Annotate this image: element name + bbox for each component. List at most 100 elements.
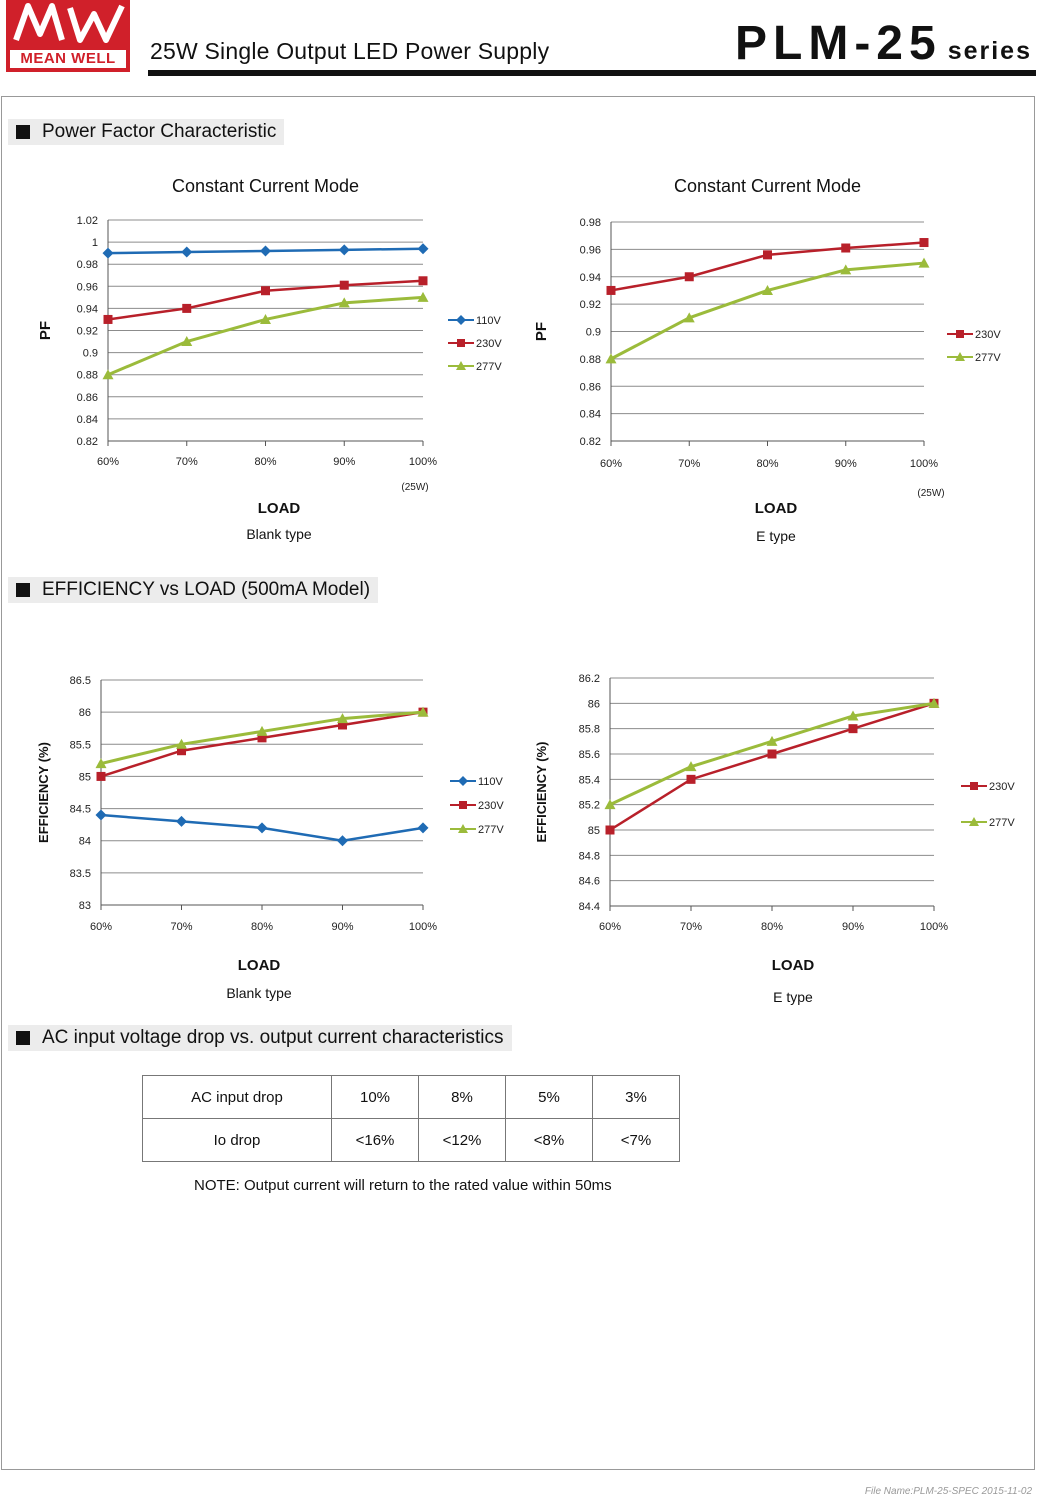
table-cell: 3% xyxy=(592,1075,680,1119)
data-point-diamond xyxy=(417,243,429,255)
series-line-277V xyxy=(107,295,424,377)
x-tick-label: 80% xyxy=(254,456,276,468)
data-point-square xyxy=(970,782,978,790)
y-tick-label: 83 xyxy=(79,900,91,912)
data-point-square xyxy=(457,339,465,347)
series-line-230V xyxy=(609,702,935,832)
data-point-diamond xyxy=(260,245,271,257)
y-axis-label: PF xyxy=(533,322,550,341)
x-tick-label: 60% xyxy=(97,456,119,468)
y-tick-label: 0.96 xyxy=(580,244,601,256)
data-point-diamond xyxy=(338,244,350,256)
legend-label: 110V xyxy=(478,776,504,788)
data-point-triangle xyxy=(762,284,773,295)
y-tick-label: 0.98 xyxy=(77,259,98,271)
y-tick-label: 0.84 xyxy=(580,409,601,421)
y-tick-label: 86.2 xyxy=(579,673,600,685)
y-tick-label: 0.94 xyxy=(580,272,601,284)
data-point-triangle xyxy=(176,738,187,749)
table-cell: <12% xyxy=(418,1118,506,1162)
x-tick-label: 90% xyxy=(331,921,353,933)
x-tick-label: 80% xyxy=(761,921,783,933)
y-tick-label: 0.98 xyxy=(580,217,601,229)
data-point-triangle xyxy=(955,352,965,361)
data-point-diamond xyxy=(417,822,429,834)
table-cell: 8% xyxy=(418,1075,506,1119)
data-point-square xyxy=(459,801,467,809)
data-point-triangle xyxy=(458,824,468,833)
data-point-triangle xyxy=(766,735,778,746)
y-tick-label: 1 xyxy=(92,237,98,249)
table-row: AC input drop 10% 8% 5% 3% xyxy=(142,1075,680,1119)
data-point-triangle xyxy=(840,264,852,275)
y-tick-label: 84.8 xyxy=(579,850,600,862)
note-text: NOTE: Output current will return to the … xyxy=(194,1177,612,1194)
x-axis-label: LOAD xyxy=(258,500,301,517)
data-point-square xyxy=(418,276,428,286)
header-rule xyxy=(148,70,1036,76)
data-point-square xyxy=(182,303,192,313)
y-tick-label: 85.8 xyxy=(579,724,600,736)
data-point-triangle xyxy=(847,710,859,721)
table-cell: <16% xyxy=(331,1118,419,1162)
data-point-square xyxy=(686,774,696,784)
legend-label: 277V xyxy=(478,824,504,836)
data-point-square xyxy=(96,771,106,781)
data-point-diamond xyxy=(102,247,114,259)
y-tick-label: 0.92 xyxy=(77,326,98,338)
series-line-277V xyxy=(610,261,925,361)
x-tick-label: 90% xyxy=(835,458,857,470)
legend-label: 230V xyxy=(476,338,502,350)
y-tick-label: 0.9 xyxy=(586,327,601,339)
data-point-diamond xyxy=(95,809,107,821)
data-point-diamond xyxy=(337,835,348,847)
table-cell: 10% xyxy=(331,1075,419,1119)
section-power-factor: Power Factor Characteristic xyxy=(8,119,285,145)
x-tick-label: 80% xyxy=(251,921,273,933)
data-point-square xyxy=(103,314,113,324)
y-tick-label: 0.82 xyxy=(580,436,601,448)
x-tick-label: 70% xyxy=(678,458,700,470)
y-tick-label: 83.5 xyxy=(70,868,91,880)
table-row-label: Io drop xyxy=(142,1118,332,1162)
data-point-triangle xyxy=(928,697,940,708)
data-point-triangle xyxy=(417,706,429,717)
file-name-footer: File Name:PLM-25-SPEC 2015-11-02 xyxy=(864,1486,1032,1497)
efficiency-chart-e-type: 84.4 84.6 84.8 85 85.2 85.4 85.6 85.8 86 86.2 60% 7… xyxy=(534,673,1015,1005)
y-tick-label: 86 xyxy=(588,698,600,710)
y-tick-label: 1.02 xyxy=(77,215,98,227)
ac-drop-table: AC input drop 10% 8% 5% 3% Io drop <16% … xyxy=(142,1075,680,1162)
x-axis-label: LOAD xyxy=(755,500,798,517)
data-point-triangle xyxy=(969,817,979,826)
page-subtitle: 25W Single Output LED Power Supply xyxy=(150,38,550,64)
data-point-square xyxy=(763,250,772,260)
data-point-triangle xyxy=(338,297,350,308)
y-tick-label: 0.96 xyxy=(77,281,98,293)
y-tick-label: 0.9 xyxy=(83,348,98,360)
x-tick-label: 60% xyxy=(600,458,622,470)
table-row-label: AC input drop xyxy=(142,1075,332,1119)
legend-label: 230V xyxy=(989,781,1015,793)
y-tick-label: 85.2 xyxy=(579,800,600,812)
y-tick-label: 0.92 xyxy=(580,299,601,311)
data-point-square xyxy=(841,243,851,253)
data-point-triangle xyxy=(337,713,348,724)
data-point-square xyxy=(767,749,777,759)
y-axis-label: PF xyxy=(37,321,54,340)
meanwell-logo: MEAN WELL xyxy=(6,0,130,72)
y-tick-label: 85.6 xyxy=(579,749,600,761)
data-point-square xyxy=(177,746,186,756)
legend-label: 277V xyxy=(476,361,502,373)
data-point-triangle xyxy=(256,725,268,736)
chart-title: Constant Current Mode xyxy=(172,176,359,196)
table-row: Io drop <16% <12% <8% <7% xyxy=(142,1118,680,1162)
table-cell: 5% xyxy=(505,1075,593,1119)
y-tick-label: 85 xyxy=(79,771,91,783)
x-axis-label: LOAD xyxy=(772,957,815,974)
chart-caption: Blank type xyxy=(226,985,292,1001)
x-tick-label: 100% xyxy=(910,458,938,470)
data-point-square xyxy=(338,720,347,730)
series-title: PLM-25 series xyxy=(735,16,1032,71)
y-axis-label: EFFICIENCY (%) xyxy=(36,742,51,843)
data-point-square xyxy=(261,286,270,296)
